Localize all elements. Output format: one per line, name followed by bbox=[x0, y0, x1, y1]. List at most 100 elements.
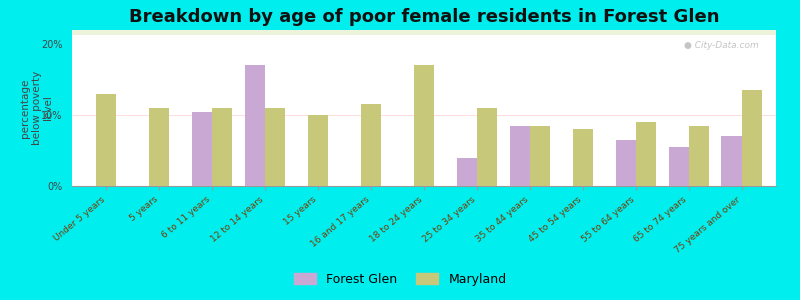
Bar bbox=[72, 31, 776, 33]
Bar bbox=[72, 31, 776, 32]
Bar bbox=[72, 31, 776, 32]
Bar bbox=[669, 147, 689, 186]
Bar bbox=[72, 30, 776, 32]
Bar bbox=[72, 30, 776, 32]
Bar bbox=[72, 32, 776, 33]
Bar bbox=[72, 32, 776, 33]
Bar bbox=[72, 31, 776, 32]
Bar bbox=[72, 31, 776, 32]
Bar bbox=[72, 31, 776, 32]
Bar bbox=[72, 31, 776, 32]
Bar bbox=[72, 30, 776, 32]
Bar bbox=[72, 31, 776, 33]
Bar bbox=[72, 31, 776, 33]
Bar bbox=[72, 30, 776, 32]
Bar bbox=[72, 32, 776, 33]
Bar bbox=[72, 30, 776, 31]
Bar bbox=[72, 32, 776, 33]
Bar bbox=[308, 115, 328, 186]
Bar bbox=[245, 65, 266, 186]
Bar bbox=[72, 31, 776, 33]
Bar bbox=[72, 32, 776, 33]
Bar bbox=[722, 136, 742, 186]
Bar bbox=[72, 32, 776, 33]
Bar bbox=[72, 30, 776, 32]
Bar bbox=[72, 31, 776, 33]
Bar bbox=[72, 31, 776, 33]
Bar bbox=[150, 108, 170, 186]
Bar bbox=[72, 31, 776, 32]
Bar bbox=[414, 65, 434, 186]
Bar bbox=[72, 31, 776, 32]
Bar bbox=[72, 32, 776, 33]
Bar bbox=[72, 30, 776, 32]
Bar bbox=[72, 31, 776, 33]
Bar bbox=[72, 31, 776, 33]
Bar bbox=[72, 30, 776, 32]
Bar bbox=[72, 30, 776, 32]
Bar bbox=[72, 32, 776, 33]
Bar bbox=[72, 30, 776, 32]
Bar bbox=[72, 31, 776, 32]
Bar bbox=[72, 31, 776, 33]
Bar bbox=[72, 31, 776, 32]
Bar bbox=[72, 31, 776, 33]
Bar bbox=[96, 94, 117, 186]
Bar bbox=[72, 31, 776, 32]
Bar bbox=[72, 31, 776, 32]
Bar bbox=[72, 30, 776, 31]
Bar bbox=[742, 90, 762, 186]
Bar bbox=[72, 30, 776, 32]
Bar bbox=[616, 140, 636, 186]
Bar bbox=[72, 31, 776, 32]
Bar bbox=[72, 31, 776, 32]
Bar bbox=[72, 30, 776, 32]
Bar bbox=[72, 31, 776, 33]
Bar bbox=[72, 30, 776, 32]
Bar bbox=[72, 31, 776, 33]
Bar bbox=[72, 31, 776, 33]
Bar bbox=[72, 31, 776, 33]
Bar bbox=[72, 31, 776, 33]
Bar bbox=[72, 31, 776, 32]
Bar bbox=[72, 32, 776, 33]
Text: ● City-Data.com: ● City-Data.com bbox=[685, 41, 759, 50]
Bar bbox=[72, 31, 776, 32]
Bar bbox=[72, 30, 776, 32]
Bar bbox=[72, 31, 776, 32]
Bar bbox=[72, 31, 776, 33]
Legend: Forest Glen, Maryland: Forest Glen, Maryland bbox=[289, 268, 511, 291]
Bar bbox=[72, 31, 776, 33]
Bar bbox=[573, 129, 593, 186]
Bar bbox=[72, 31, 776, 32]
Bar bbox=[72, 31, 776, 32]
Bar bbox=[192, 112, 212, 186]
Bar bbox=[477, 108, 497, 186]
Bar bbox=[72, 32, 776, 33]
Bar bbox=[457, 158, 477, 186]
Bar bbox=[72, 31, 776, 32]
Bar bbox=[72, 30, 776, 32]
Bar bbox=[72, 31, 776, 32]
Bar bbox=[72, 30, 776, 32]
Bar bbox=[72, 31, 776, 32]
Bar bbox=[72, 30, 776, 31]
Bar bbox=[72, 31, 776, 33]
Y-axis label: percentage
below poverty
level: percentage below poverty level bbox=[20, 71, 54, 145]
Bar bbox=[72, 30, 776, 31]
Bar bbox=[361, 104, 381, 186]
Bar bbox=[72, 30, 776, 32]
Bar bbox=[72, 31, 776, 32]
Bar bbox=[72, 32, 776, 33]
Bar bbox=[72, 32, 776, 33]
Bar bbox=[72, 30, 776, 32]
Bar bbox=[72, 30, 776, 32]
Bar bbox=[72, 31, 776, 32]
Bar bbox=[72, 31, 776, 33]
Bar bbox=[72, 31, 776, 32]
Title: Breakdown by age of poor female residents in Forest Glen: Breakdown by age of poor female resident… bbox=[129, 8, 719, 26]
Bar bbox=[72, 31, 776, 32]
Bar bbox=[72, 31, 776, 33]
Bar bbox=[72, 31, 776, 33]
Bar bbox=[212, 108, 232, 186]
